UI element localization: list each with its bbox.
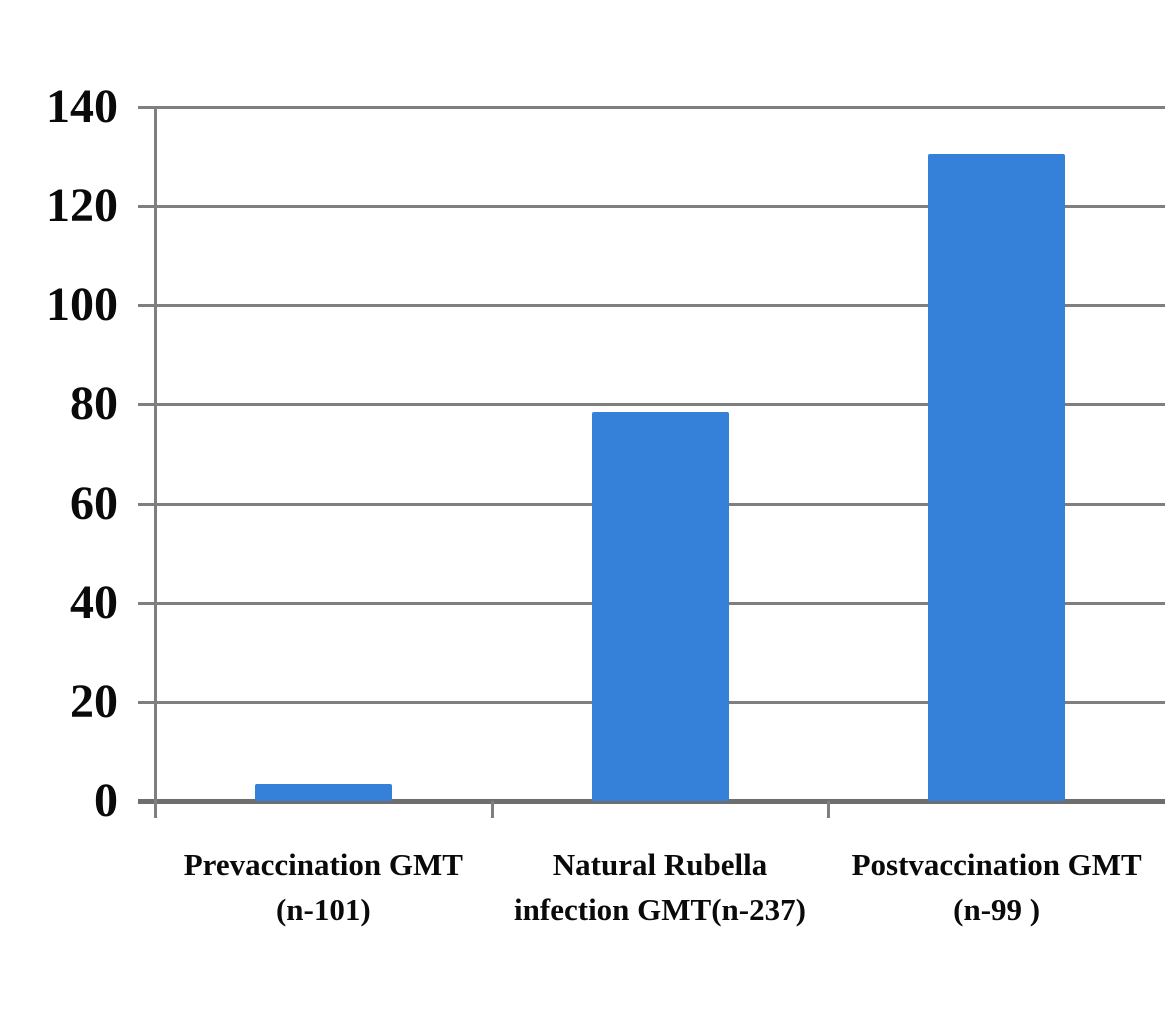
y-axis-tick-label: 60 (70, 476, 118, 530)
bar-1 (591, 411, 729, 801)
y-gridline (138, 403, 1165, 407)
x-axis-category-label: Postvaccination GMT (n-99 ) (817, 842, 1175, 932)
bar-2 (928, 154, 1066, 801)
y-gridline (138, 106, 1165, 109)
y-gridline (138, 205, 1165, 209)
bar-0 (254, 783, 392, 801)
y-axis-tick-label: 0 (94, 774, 118, 827)
y-axis-line (154, 107, 157, 818)
x-axis-tick (490, 801, 494, 818)
y-axis-tick-label: 100 (46, 278, 118, 332)
x-axis-line (138, 799, 1165, 804)
y-axis-tick-label: 80 (70, 377, 118, 431)
x-axis-category-label-line: (n-99 ) (953, 892, 1041, 927)
y-gridline (138, 304, 1165, 308)
x-axis-category-label-line: Postvaccination GMT (851, 847, 1142, 882)
y-axis-tick-label: 140 (46, 80, 118, 133)
x-axis-category-label-line: Natural Rubella (552, 847, 768, 882)
x-axis-tick (827, 801, 831, 818)
x-axis-category-label-line: infection GMT(n-237) (514, 892, 806, 927)
x-axis-category-label: Prevaccination GMT (n-101) (143, 842, 503, 932)
y-axis-tick-label: 40 (70, 575, 118, 629)
y-axis-tick-label: 120 (46, 179, 118, 233)
x-axis-category-label: Natural Rubella infection GMT(n-237) (480, 842, 840, 932)
x-axis-category-label-line: (n-101) (275, 892, 371, 927)
y-axis-tick-label: 20 (70, 674, 118, 728)
x-axis-category-label-line: Prevaccination GMT (183, 847, 463, 882)
